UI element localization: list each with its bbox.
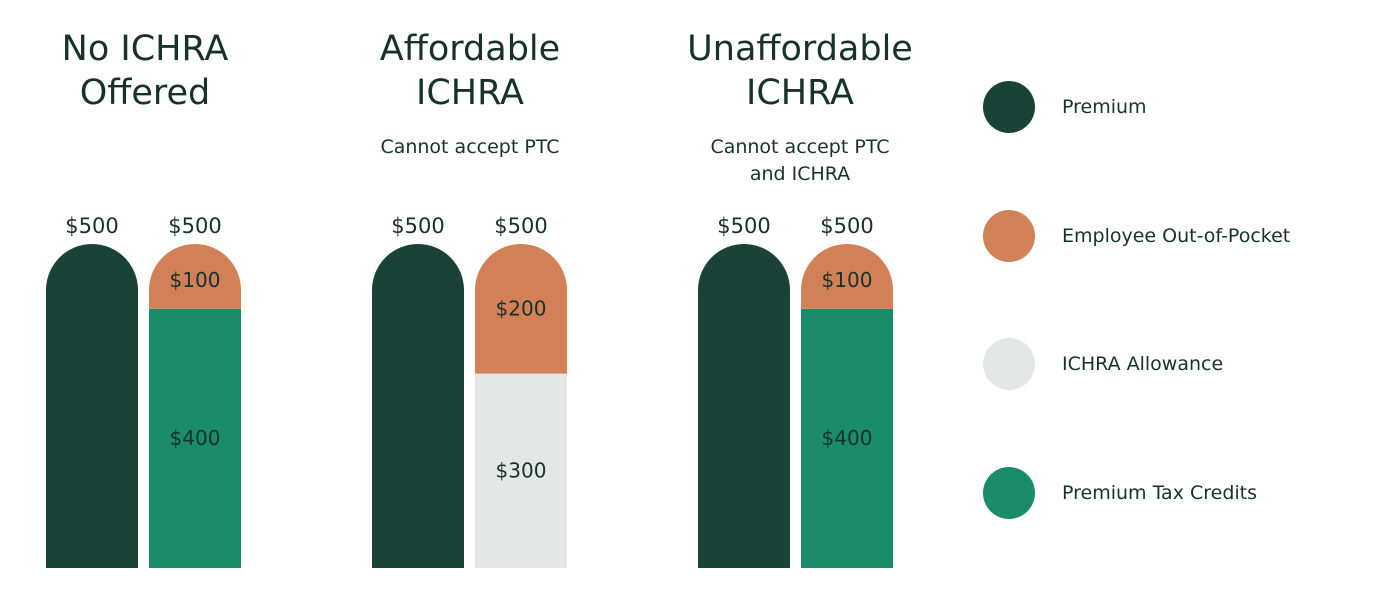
- bar: [698, 244, 790, 568]
- legend-item-premium: Premium: [983, 81, 1147, 133]
- data-label-employee-out-of-pocket: $100: [822, 268, 873, 292]
- bar-segment-premium-tax-credits: [149, 308, 241, 568]
- bar: [801, 244, 893, 568]
- bar-total-label: $500: [717, 214, 770, 238]
- legend-item-employee-out-of-pocket: Employee Out-of-Pocket: [983, 210, 1290, 262]
- legend-label-ichra-allowance: ICHRA Allowance: [1062, 353, 1224, 375]
- bar-total-label: $500: [168, 214, 221, 238]
- group-subtitle-unaffordable-ichra: Cannot accept PTC and ICHRA: [710, 136, 890, 185]
- legend-label-premium: Premium: [1062, 96, 1147, 118]
- bar-segment-premium: [46, 244, 138, 568]
- legend-swatch-employee-out-of-pocket: [983, 210, 1035, 262]
- bar-total-label: $500: [391, 214, 444, 238]
- bar-segment-premium-tax-credits: [801, 308, 893, 568]
- bar-segment-employee-out-of-pocket: [475, 244, 567, 374]
- legend-swatch-premium: [983, 81, 1035, 133]
- data-label-premium-tax-credits: $400: [170, 426, 221, 450]
- legend-swatch-ichra-allowance: [983, 338, 1035, 390]
- bar-segment-premium: [372, 244, 464, 568]
- legend-swatch-premium-tax-credits: [983, 467, 1035, 519]
- legend-label-premium-tax-credits: Premium Tax Credits: [1062, 482, 1258, 504]
- bar: [475, 244, 567, 568]
- bar: [372, 244, 464, 568]
- bar-total-label: $500: [494, 214, 547, 238]
- data-label-employee-out-of-pocket: $100: [170, 268, 221, 292]
- bar-total-label: $500: [820, 214, 873, 238]
- group-title-no-ichra: No ICHRA Offered: [61, 29, 229, 113]
- data-label-ichra-allowance: $300: [496, 459, 547, 483]
- bar-segment-ichra-allowance: [475, 373, 567, 568]
- bar: [46, 244, 138, 568]
- group-title-unaffordable-ichra: Unaffordable ICHRA: [687, 29, 913, 113]
- legend-item-premium-tax-credits: Premium Tax Credits: [983, 467, 1257, 519]
- legend-label-employee-out-of-pocket: Employee Out-of-Pocket: [1062, 225, 1291, 247]
- data-label-premium-tax-credits: $400: [822, 426, 873, 450]
- bar-segment-premium: [698, 244, 790, 568]
- bar-total-label: $500: [65, 214, 118, 238]
- bar: [149, 244, 241, 568]
- legend-item-ichra-allowance: ICHRA Allowance: [983, 338, 1223, 390]
- data-label-employee-out-of-pocket: $200: [496, 297, 547, 321]
- group-title-affordable-ichra: Affordable ICHRA: [379, 29, 561, 113]
- group-subtitle-affordable-ichra: Cannot accept PTC: [380, 136, 560, 158]
